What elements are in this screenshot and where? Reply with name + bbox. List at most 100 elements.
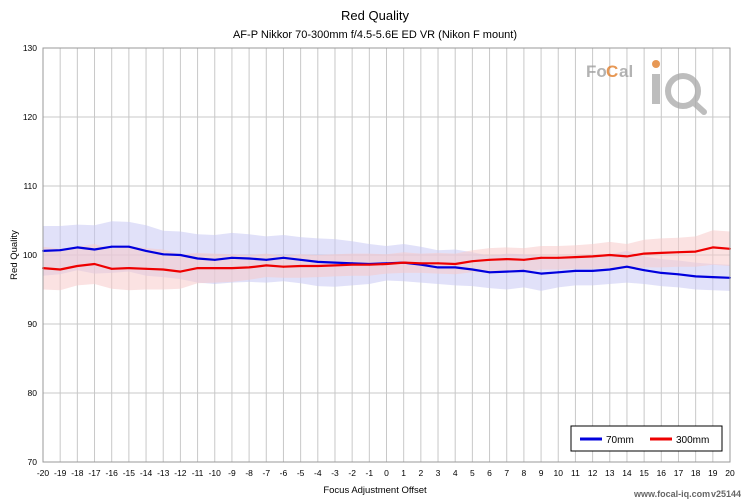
- data-point-300mm: [574, 256, 577, 259]
- data-point-300mm: [59, 268, 62, 271]
- x-tick-label: 16: [657, 468, 667, 478]
- data-point-300mm: [608, 254, 611, 256]
- legend: 70mm 300mm: [570, 425, 723, 452]
- data-point-300mm: [299, 265, 302, 268]
- logo-text-c: C: [606, 62, 618, 81]
- data-point-70mm: [574, 269, 577, 272]
- x-tick-labels: -20 -19 -18 -17 -16 -15 -14 -13 -12 -11 -10 -9 -8 -7-…: [37, 468, 735, 478]
- data-point-300mm: [93, 262, 96, 265]
- x-tick-label: -3: [331, 468, 339, 478]
- data-point-70mm: [540, 272, 543, 275]
- data-point-300mm: [351, 263, 354, 266]
- focal-iq-logo: Fo C al iQ: [0, 0, 707, 115]
- x-tick-label: -10: [209, 468, 222, 478]
- plot-frame: [42, 47, 731, 463]
- x-tick-label: 5: [470, 468, 475, 478]
- x-tick-label: -14: [140, 468, 153, 478]
- legend-label-70mm: 70mm: [606, 435, 634, 446]
- footer-site: www.focal-iq.com: [633, 489, 710, 499]
- band-300mm: [43, 230, 730, 291]
- logo-text-iq: iQ: [0, 0, 1, 1]
- data-point-300mm: [145, 267, 148, 270]
- x-tick-label: 12: [588, 468, 598, 478]
- data-point-70mm: [59, 249, 62, 252]
- data-point-70mm: [557, 271, 560, 274]
- x-tick-label: 9: [539, 468, 544, 478]
- x-tick-label: 13: [605, 468, 615, 478]
- data-point-70mm: [93, 248, 96, 251]
- x-tick-label: 10: [554, 468, 564, 478]
- data-point-70mm: [316, 260, 319, 263]
- data-point-300mm: [265, 264, 268, 267]
- data-point-300mm: [454, 262, 457, 265]
- logo-text-fo: Fo: [586, 62, 607, 81]
- logo-i-dot: [652, 60, 660, 68]
- data-point-300mm: [419, 262, 422, 265]
- data-point-70mm: [213, 258, 216, 261]
- data-point-300mm: [643, 252, 646, 255]
- x-tick-label: 15: [639, 468, 649, 478]
- legend-label-300mm: 300mm: [676, 435, 709, 446]
- data-point-300mm: [677, 251, 680, 254]
- x-tick-label: 20: [725, 468, 735, 478]
- x-tick-label: -4: [314, 468, 322, 478]
- data-point-70mm: [230, 256, 233, 259]
- data-point-300mm: [179, 270, 182, 273]
- data-point-300mm: [385, 262, 388, 265]
- data-point-300mm: [522, 258, 525, 261]
- x-tick-label: -2: [348, 468, 356, 478]
- data-point-70mm: [282, 256, 285, 259]
- data-point-300mm: [230, 267, 233, 270]
- x-tick-label: 11: [571, 468, 580, 478]
- chart-subtitle: AF-P Nikkor 70-300mm f/4.5-5.6E ED VR (N…: [233, 29, 517, 41]
- data-point-300mm: [625, 255, 628, 258]
- x-tick-label: -9: [228, 468, 236, 478]
- x-axis-label: Focus Adjustment Offset: [323, 485, 427, 496]
- x-tick-label: -17: [88, 468, 101, 478]
- data-point-70mm: [522, 269, 525, 272]
- data-point-300mm: [591, 255, 594, 258]
- data-point-70mm: [677, 273, 680, 276]
- x-tick-label: 6: [487, 468, 492, 478]
- data-point-300mm: [540, 256, 543, 259]
- x-tick-label: 14: [622, 468, 632, 478]
- data-point-70mm: [694, 275, 697, 278]
- logo-i-stem: [652, 74, 660, 104]
- data-point-300mm: [471, 260, 474, 263]
- y-tick-label: 120: [23, 112, 37, 122]
- data-point-70mm: [265, 258, 268, 261]
- footer-version: v25144: [711, 489, 741, 499]
- x-tick-label: 0: [384, 468, 389, 478]
- data-point-70mm: [643, 269, 646, 272]
- x-tick-label: 7: [504, 468, 509, 478]
- data-point-300mm: [316, 265, 319, 268]
- data-point-70mm: [437, 266, 440, 269]
- data-point-300mm: [557, 256, 560, 259]
- data-point-300mm: [505, 258, 508, 261]
- y-tick-label: 70: [28, 457, 38, 467]
- data-point-70mm: [299, 258, 302, 261]
- x-tick-label: -13: [157, 468, 170, 478]
- x-tick-label: 3: [436, 468, 441, 478]
- x-tick-label: -1: [366, 468, 374, 478]
- y-tick-labels: 70 80 90 100 110 120 130: [23, 43, 37, 467]
- x-tick-label: 19: [708, 468, 718, 478]
- y-tick-label: 110: [23, 181, 37, 191]
- x-tick-label: -19: [54, 468, 67, 478]
- data-point-70mm: [591, 269, 594, 272]
- x-tick-label: -7: [262, 468, 270, 478]
- x-tick-label: -6: [280, 468, 288, 478]
- data-point-300mm: [110, 267, 113, 270]
- data-point-300mm: [196, 267, 199, 270]
- data-point-70mm: [248, 257, 251, 260]
- data-point-70mm: [711, 276, 714, 279]
- x-tick-label: -20: [37, 468, 50, 478]
- y-tick-label: 90: [28, 319, 38, 329]
- magnifier-icon: [665, 73, 701, 109]
- data-point-70mm: [196, 257, 199, 260]
- x-tick-label: -15: [123, 468, 136, 478]
- data-point-70mm: [625, 265, 628, 268]
- data-point-300mm: [213, 267, 216, 270]
- data-point-300mm: [127, 267, 130, 270]
